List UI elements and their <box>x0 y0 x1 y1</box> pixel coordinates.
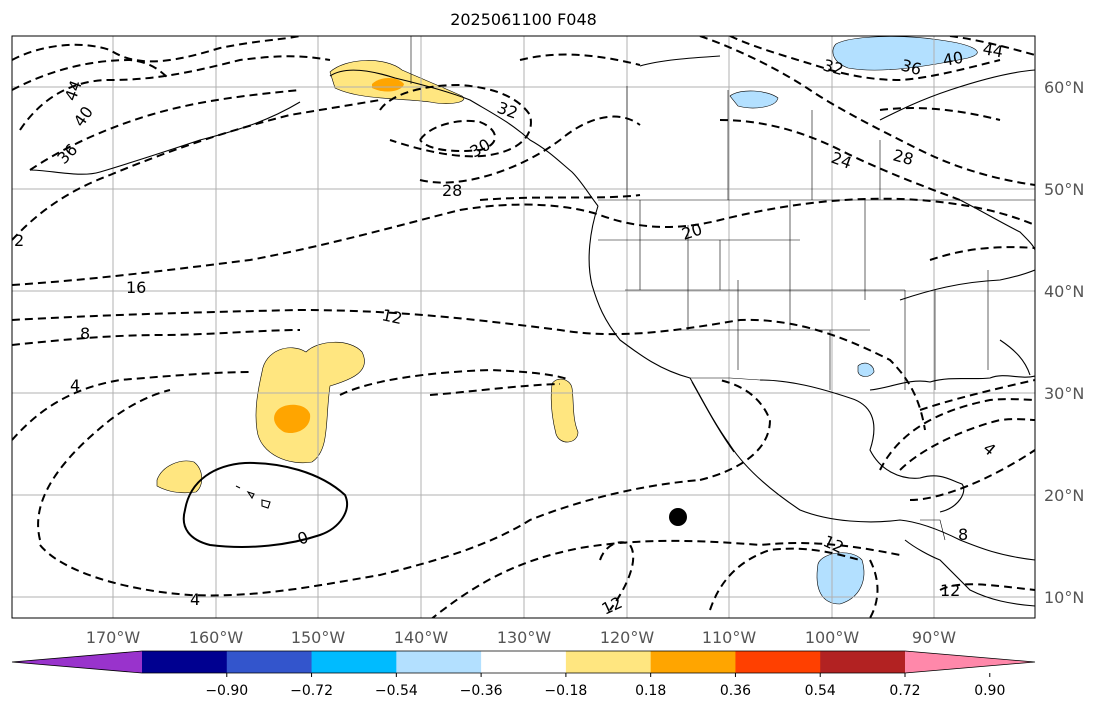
colorbar-outline <box>11 650 1036 674</box>
colorbar-extend-high <box>905 651 1035 673</box>
svg-text:28: 28 <box>891 146 916 170</box>
colorbar-segment <box>735 651 821 673</box>
svg-text:50°N: 50°N <box>1044 180 1084 199</box>
svg-text:20°N: 20°N <box>1044 486 1084 505</box>
svg-text:60°N: 60°N <box>1044 78 1084 97</box>
svg-text:150°W: 150°W <box>291 628 346 647</box>
svg-text:12: 12 <box>940 581 960 600</box>
latitude-ticks: 60°N 50°N 40°N 30°N 20°N 10°N <box>1044 78 1084 607</box>
svg-text:2: 2 <box>14 231 24 250</box>
svg-text:130°W: 130°W <box>497 628 552 647</box>
svg-text:120°W: 120°W <box>600 628 655 647</box>
colorbar-segment <box>396 651 482 673</box>
svg-text:4: 4 <box>70 376 80 395</box>
svg-text:12: 12 <box>380 305 404 328</box>
colorbar-tick-label: −0.18 <box>544 683 587 699</box>
svg-text:32: 32 <box>821 56 846 80</box>
svg-text:36: 36 <box>899 56 924 80</box>
svg-text:90°W: 90°W <box>912 628 956 647</box>
zero-contour <box>182 461 348 548</box>
svg-text:4: 4 <box>190 590 200 609</box>
svg-text:8: 8 <box>958 525 968 544</box>
colorbar-tick-label: −0.90 <box>205 683 248 699</box>
svg-text:44: 44 <box>981 39 1004 61</box>
svg-text:170°W: 170°W <box>86 628 141 647</box>
positive-anomaly-shading <box>156 60 579 494</box>
colorbar-tick-label: 0.18 <box>635 683 666 699</box>
colorbar: −0.90 −0.72 −0.54 −0.36 −0.18 0.18 0.36 0.54 0.7… <box>11 650 1036 699</box>
svg-text:30°N: 30°N <box>1044 384 1084 403</box>
colorbar-tick-label: −0.72 <box>290 683 333 699</box>
svg-text:140°W: 140°W <box>394 628 449 647</box>
svg-text:100°W: 100°W <box>805 628 860 647</box>
svg-text:40°N: 40°N <box>1044 282 1084 301</box>
svg-text:8: 8 <box>80 324 90 343</box>
svg-text:160°W: 160°W <box>189 628 244 647</box>
svg-text:110°W: 110°W <box>702 628 757 647</box>
colorbar-tick-label: −0.36 <box>460 683 503 699</box>
svg-text:10°N: 10°N <box>1044 588 1084 607</box>
colorbar-segment <box>142 651 228 673</box>
colorbar-tick-label: 0.90 <box>974 683 1005 699</box>
storm-center-dot <box>669 508 687 526</box>
colorbar-tick-label: 0.36 <box>720 683 751 699</box>
contour-lines <box>12 36 1035 618</box>
colorbar-extend-low <box>12 651 142 673</box>
colorbar-segment <box>311 651 397 673</box>
colorbar-tick-label: 0.72 <box>889 683 920 699</box>
negative-anomaly-shading <box>729 36 978 605</box>
colorbar-segment <box>565 651 652 673</box>
colorbar-tick-label: 0.54 <box>805 683 836 699</box>
map-title: 2025061100 F048 <box>450 10 597 29</box>
political-borders <box>410 36 1035 541</box>
colorbar-segment <box>226 651 313 673</box>
gridlines <box>12 36 1035 618</box>
longitude-ticks: 170°W 160°W 150°W 140°W 130°W 120°W 110°… <box>86 628 956 647</box>
colorbar-segment <box>481 651 567 673</box>
map-area: 44 40 36 2 16 8 4 12 28 32 30 20 24 28 3… <box>12 36 1035 618</box>
map-frame <box>11 35 1036 619</box>
colorbar-segment <box>650 651 736 673</box>
svg-text:40: 40 <box>941 48 964 70</box>
colorbar-tick-label: −0.54 <box>375 683 418 699</box>
colorbar-segment <box>820 651 906 673</box>
svg-text:16: 16 <box>126 278 146 297</box>
svg-text:28: 28 <box>442 181 462 200</box>
